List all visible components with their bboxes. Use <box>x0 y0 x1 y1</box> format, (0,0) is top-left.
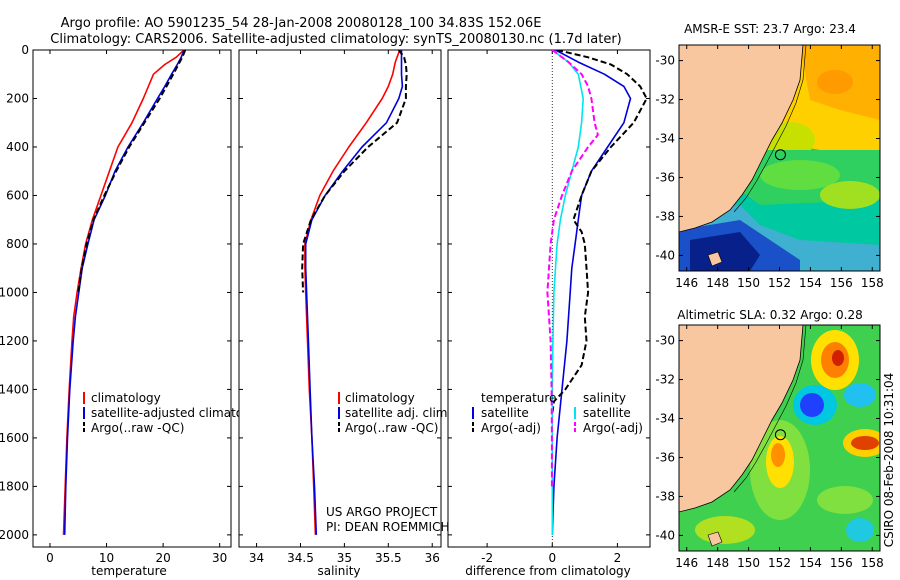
x-tick-label: 34.5 <box>287 551 314 565</box>
map-x-tick-label: 154 <box>799 276 822 290</box>
x-tick-label: 0 <box>46 551 54 565</box>
salinity-axes-box <box>238 49 442 548</box>
temperature-legend: climatology satellite-adjusted climatolo… <box>83 391 269 435</box>
x-tick-label: 34 <box>249 551 264 565</box>
series-line-temperature-satellite <box>551 50 632 535</box>
series-line-satellite-adjusted-climatology <box>63 50 185 535</box>
map-x-tick-label: 156 <box>830 556 853 570</box>
x-tick-label: 35 <box>337 551 352 565</box>
legend-label-d-t-satellite: satellite <box>481 406 529 420</box>
y-tick-label: 600 <box>6 188 29 202</box>
map-y-tick-label: -34 <box>655 132 675 146</box>
map-y-tick-label: -34 <box>655 412 675 426</box>
map-y-tick-label: -32 <box>655 93 675 107</box>
sla-map-title: Altimetric SLA: 0.32 Argo: 0.28 <box>677 308 862 322</box>
x-tick-label: 20 <box>155 551 170 565</box>
legend-label-s-argo: Argo(..raw -QC) <box>345 421 438 435</box>
map-y-tick-label: -40 <box>655 528 675 542</box>
y-tick-label: 200 <box>6 91 29 105</box>
series-line-salinity-satellite <box>551 50 585 535</box>
salinity-panel: 34 34.5 35 35.5 36 salinity climatology sate… <box>238 49 451 578</box>
legend-label-d-t-argo: Argo(-adj) <box>481 421 541 435</box>
y-tick-label: 1600 <box>0 431 29 445</box>
header-line2: Climatology: CARS2006. Satellite-adjuste… <box>50 32 622 47</box>
map-x-tick-label: 148 <box>706 276 729 290</box>
x-tick-label: 35.5 <box>375 551 402 565</box>
y-tick-label: 1800 <box>0 479 29 493</box>
sst-map-title: AMSR-E SST: 23.7 Argo: 23.4 <box>684 22 856 36</box>
x-tick-label: 30 <box>212 551 227 565</box>
x-tick-label: -2 <box>481 551 493 565</box>
salinity-xlabel: salinity <box>317 564 360 578</box>
legend-title-salinity: salinity <box>583 391 626 405</box>
argo-location-marker <box>774 429 786 441</box>
legend-label-d-s-argo: Argo(-adj) <box>583 421 643 435</box>
x-tick-label: 0 <box>548 551 556 565</box>
map-y-tick-label: -40 <box>655 248 675 262</box>
series-line-salinity-argo-adj <box>546 50 599 487</box>
y-tick-label: 2000 <box>0 528 29 542</box>
legend-title-temperature: temperature <box>481 391 556 405</box>
legend-label-d-s-satellite: satellite <box>583 406 631 420</box>
y-tick-label: 1400 <box>0 382 29 396</box>
y-tick-label: 1200 <box>0 334 29 348</box>
map-y-tick-label: -30 <box>655 54 675 68</box>
legend-label-argo: Argo(..raw -QC) <box>91 421 184 435</box>
map-x-tick-label: 156 <box>830 276 853 290</box>
map-y-tick-label: -38 <box>655 209 675 223</box>
map-x-tick-label: 146 <box>675 556 698 570</box>
temperature-panel: 0 10 20 30 0 200 400 600 800 1000 1200 1400 1600 1800… <box>0 43 269 578</box>
map-x-tick-label: 150 <box>737 276 760 290</box>
y-tick-label: 400 <box>6 140 29 154</box>
legend-label-s-climatology: climatology <box>345 391 415 405</box>
sla-map-field <box>679 325 880 551</box>
legend-label-satellite-adjusted: satellite-adjusted climatology <box>91 406 269 420</box>
legend-label-s-satellite: satellite adj. clim. <box>345 406 451 420</box>
map-y-tick-label: -32 <box>655 373 675 387</box>
map-x-tick-label: 148 <box>706 556 729 570</box>
temperature-xlabel: temperature <box>91 564 166 578</box>
difference-axes-box <box>447 49 651 548</box>
legend-label-climatology: climatology <box>91 391 161 405</box>
pi-annotation: PI: DEAN ROEMMICH <box>326 520 449 534</box>
map-y-tick-label: -30 <box>655 334 675 348</box>
map-x-tick-label: 152 <box>768 556 791 570</box>
series-line-temperature-argo-adj <box>551 50 648 414</box>
difference-panel: -2 0 2 difference from climatology tempera… <box>447 49 651 578</box>
map-y-tick-label: -38 <box>655 489 675 503</box>
sst-map-panel: AMSR-E SST: 23.7 Argo: 23.4 146 148 150 152… <box>655 22 883 290</box>
header-line1: Argo profile: AO 5901235_54 28-Jan-2008 … <box>61 16 542 31</box>
y-tick-label: 800 <box>6 237 29 251</box>
project-annotation: US ARGO PROJECT <box>326 505 438 519</box>
map-x-tick-label: 150 <box>737 556 760 570</box>
x-tick-label: 36 <box>425 551 440 565</box>
difference-legend: temperature satellite Argo(-adj) salinit… <box>472 391 643 435</box>
salinity-legend: climatology satellite adj. clim. Argo(..… <box>338 391 451 435</box>
map-y-tick-label: -36 <box>655 450 675 464</box>
series-line-argo-raw-qc <box>301 50 408 293</box>
map-x-tick-label: 152 <box>768 276 791 290</box>
temperature-axes-box <box>32 49 232 548</box>
y-tick-label: 1000 <box>0 285 29 299</box>
map-x-tick-label: 154 <box>799 556 822 570</box>
side-timestamp: CSIRO 08-Feb-2008 10:31:04 <box>882 373 896 548</box>
x-tick-label: 10 <box>99 551 114 565</box>
x-tick-label: 2 <box>614 551 622 565</box>
argo-location-marker <box>774 149 786 161</box>
map-x-tick-label: 146 <box>675 276 698 290</box>
sst-map-field <box>679 45 880 271</box>
map-y-tick-label: -36 <box>655 170 675 184</box>
sla-map-panel: Altimetric SLA: 0.32 Argo: 0.28 146 148 15… <box>655 308 884 570</box>
difference-xlabel: difference from climatology <box>465 564 631 578</box>
map-x-tick-label: 158 <box>861 556 884 570</box>
map-x-tick-label: 158 <box>861 276 884 290</box>
y-tick-label: 0 <box>21 43 29 57</box>
